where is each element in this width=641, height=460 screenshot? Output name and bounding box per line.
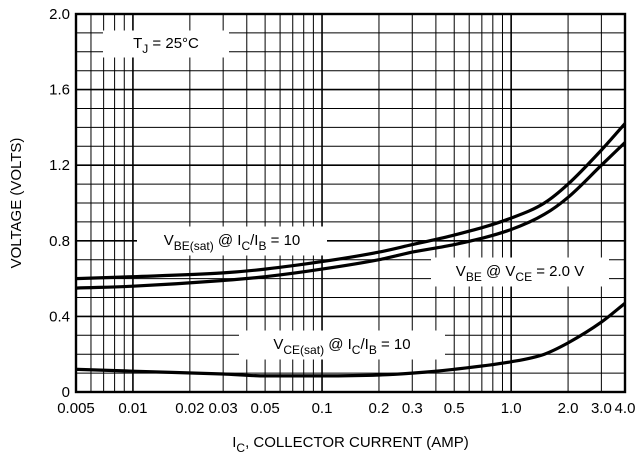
x-tick-label: 1.0	[501, 400, 522, 417]
y-tick-label: 0.8	[49, 233, 70, 250]
annotation-background	[137, 226, 327, 256]
plot-frame	[74, 12, 627, 394]
x-tick-label: 0.2	[369, 400, 390, 417]
y-tick-label: 1.2	[49, 157, 70, 174]
annotation-part: C	[352, 343, 361, 357]
series-vce-sat-line	[75, 301, 626, 378]
vce-sat-annotation: VCE(sat) @ IC/IB = 10	[239, 330, 445, 360]
vbe-annotation: VBE @ VCE = 2.0 V	[431, 257, 609, 287]
annotation-part: T	[133, 35, 142, 52]
tick-labels: 0.005 0.01 0.02 0.03 0.05 0.1 0.2 0.3 0.5 1.0 2.0 3…	[49, 6, 635, 417]
y-tick-label: 0	[62, 384, 70, 401]
annotation-part: B	[258, 239, 266, 253]
annotation-part: C	[241, 239, 250, 253]
x-tick-label: 0.01	[118, 400, 147, 417]
annotation-part: /I	[360, 336, 368, 353]
annotation-background	[431, 257, 609, 287]
annotation-part: V	[456, 263, 466, 280]
y-tick-label: 2.0	[49, 6, 70, 23]
annotation-part: CE(sat)	[283, 343, 324, 357]
x-tick-label: 4.0	[615, 400, 636, 417]
annotation-part: CE	[515, 270, 532, 284]
tj-annotation: TJ = 25°C	[103, 30, 229, 58]
y-tick-label: 1.6	[49, 82, 70, 99]
x-axis-label-sub: C	[236, 441, 245, 455]
annotation-part: V	[273, 336, 283, 353]
annotation-part: @ I	[214, 232, 242, 249]
x-axis-label-rest: , COLLECTOR CURRENT (AMP)	[245, 434, 469, 451]
series-group	[75, 122, 627, 378]
annotation-part: = 2.0 V	[532, 263, 584, 280]
vbe-sat-annotation: VBE(sat) @ IC/IB = 10	[137, 226, 327, 256]
annotation-part: = 25°C	[148, 35, 199, 52]
x-axis-label-main: I	[232, 434, 236, 451]
annotation-part: BE	[466, 270, 482, 284]
annotation-part: J	[142, 42, 148, 56]
annotation-part: @ V	[482, 263, 516, 280]
annotation-part: /I	[250, 232, 258, 249]
y-tick-label: 0.4	[49, 308, 70, 325]
x-tick-label: 0.03	[209, 400, 238, 417]
series-vbe-line	[75, 141, 627, 290]
annotation-part: @ I	[324, 336, 352, 353]
annotation-background	[239, 330, 445, 360]
x-axis-label: IC, COLLECTOR CURRENT (AMP)	[232, 434, 468, 455]
x-tick-label: 0.1	[312, 400, 333, 417]
annotation-background	[103, 30, 229, 58]
x-tick-label: 0.5	[444, 400, 465, 417]
annotation-part: B	[369, 343, 377, 357]
x-tick-label: 0.005	[57, 400, 95, 417]
annotation-part: = 10	[377, 336, 411, 353]
annotation-text: VCE(sat) @ IC/IB = 10	[273, 336, 410, 357]
annotation-part: V	[164, 232, 174, 249]
annotation-text: TJ = 25°C	[133, 35, 199, 56]
grid	[76, 14, 625, 392]
y-axis-label: VOLTAGE (VOLTS)	[8, 138, 25, 269]
x-tick-label: 0.3	[402, 400, 423, 417]
x-tick-label: 3.0	[591, 400, 612, 417]
x-tick-label: 0.02	[175, 400, 204, 417]
annotation-text: VBE(sat) @ IC/IB = 10	[164, 232, 301, 253]
x-tick-label: 0.05	[251, 400, 280, 417]
series-vbe-sat-line	[75, 122, 627, 281]
x-tick-label: 2.0	[558, 400, 579, 417]
annotation-part: = 10	[267, 232, 301, 249]
annotation-part: BE(sat)	[174, 239, 214, 253]
annotation-text: VBE @ VCE = 2.0 V	[456, 263, 584, 284]
